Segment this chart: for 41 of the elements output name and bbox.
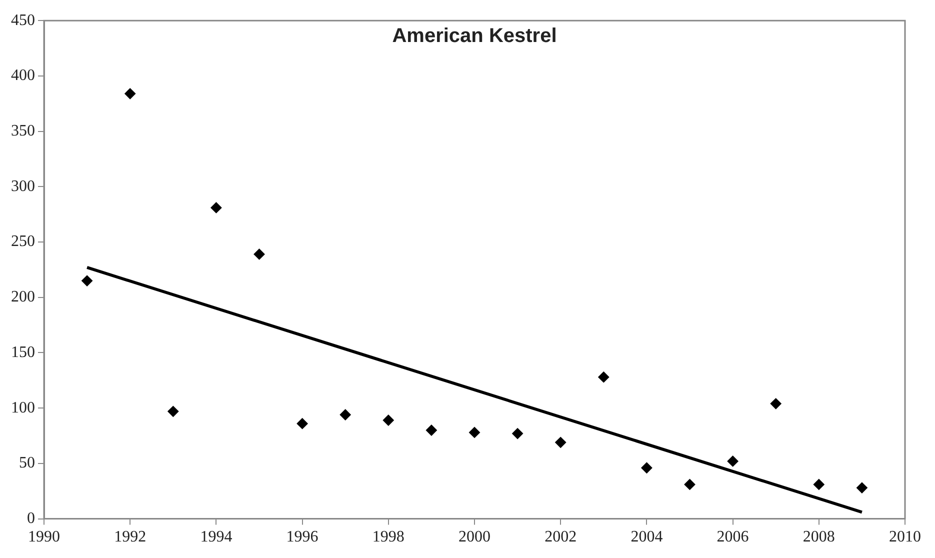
point xyxy=(727,456,738,467)
y-tick-label: 400 xyxy=(11,67,35,84)
x-tick-label: 1998 xyxy=(372,528,404,546)
point xyxy=(598,372,610,383)
x-tick-label: 2008 xyxy=(802,528,835,546)
x-tick-label: 2006 xyxy=(716,528,749,546)
point xyxy=(684,478,696,490)
y-tick-label: 50 xyxy=(19,454,35,472)
point xyxy=(340,409,351,420)
y-tick-label: 100 xyxy=(11,399,35,416)
y-tick-label: 0 xyxy=(27,510,35,528)
y-tick-label: 150 xyxy=(11,344,35,361)
point xyxy=(168,406,179,417)
y-tick-label: 200 xyxy=(11,288,35,306)
y-tick-label: 300 xyxy=(11,178,35,195)
y-tick-label: 250 xyxy=(11,233,35,250)
point xyxy=(426,424,437,436)
point xyxy=(770,398,782,410)
point xyxy=(296,418,308,430)
x-tick-label: 2004 xyxy=(630,528,663,546)
point xyxy=(382,414,394,426)
point xyxy=(124,88,136,100)
point xyxy=(210,202,222,214)
x-tick-label: 1992 xyxy=(114,528,146,546)
point xyxy=(512,428,524,440)
point xyxy=(555,436,566,448)
point xyxy=(254,248,265,260)
x-tick-label: 2010 xyxy=(889,528,921,546)
x-tick-label: 1996 xyxy=(286,528,318,546)
x-tick-label: 1990 xyxy=(28,528,60,546)
x-tick-label: 2000 xyxy=(458,528,490,546)
chart-title: American Kestrel xyxy=(392,25,557,48)
point xyxy=(641,462,652,474)
point xyxy=(82,275,93,286)
point xyxy=(856,482,868,494)
y-tick-label: 450 xyxy=(11,12,35,29)
x-tick-label: 2002 xyxy=(544,528,577,546)
point xyxy=(813,478,824,490)
y-tick-label: 350 xyxy=(11,122,35,140)
point xyxy=(469,426,480,438)
x-tick-label: 1994 xyxy=(200,528,232,546)
